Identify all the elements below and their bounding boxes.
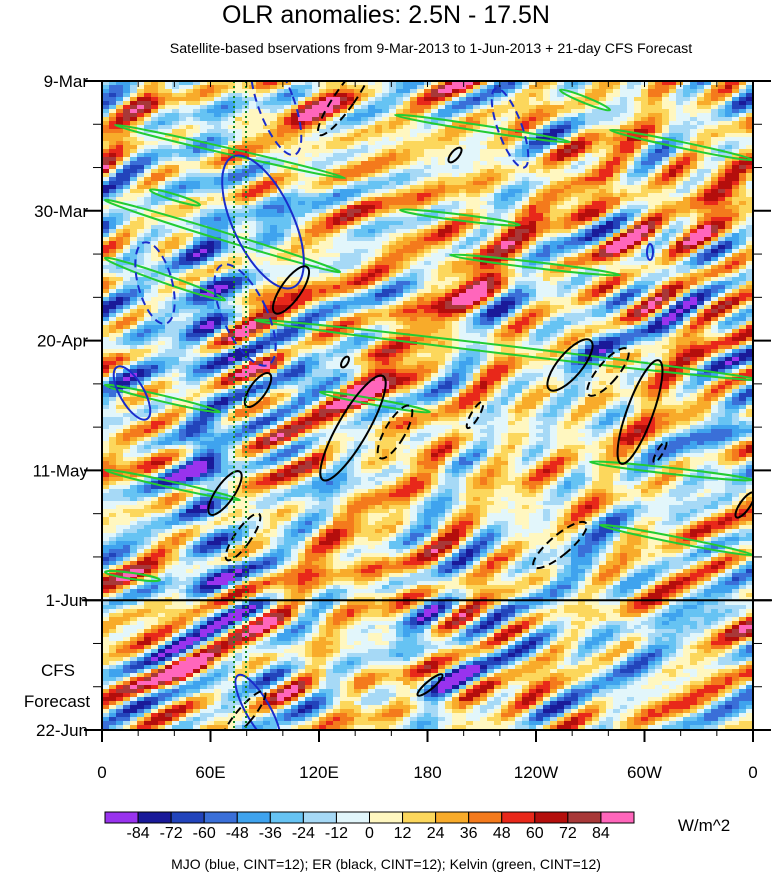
x-tick-label: 0 [97, 763, 106, 782]
colorbar-label: -12 [325, 825, 348, 842]
colorbar-label: 12 [394, 825, 412, 842]
kelvin-contour [148, 188, 202, 207]
x-tick-label: 120W [514, 763, 558, 782]
er-contour [376, 404, 414, 460]
kelvin-contour [558, 88, 612, 112]
y-tick-label: 1-Jun [45, 591, 88, 610]
er-contour [546, 338, 594, 392]
colorbar: -84 -72 -60 -48 -36 -24 -12 0 12 24 36 48 60 72 84 [104, 811, 635, 842]
colorbar-swatch [302, 811, 337, 824]
er-contour [734, 491, 753, 519]
kelvin-contour [393, 113, 572, 144]
colorbar-units: W/m^2 [678, 816, 730, 835]
er-contour [652, 440, 668, 464]
er-contour [319, 374, 387, 482]
x-tick-label: 60W [627, 763, 662, 782]
kelvin-contour [103, 256, 227, 302]
er-contour [271, 265, 311, 315]
colorbar-label: 84 [592, 825, 610, 842]
y-tick-label: 22-Jun [36, 721, 88, 740]
er-contour [221, 689, 267, 730]
colorbar-label: -24 [292, 825, 315, 842]
colorbar-label: 36 [460, 825, 478, 842]
y-tick-label: 20-Apr [37, 332, 88, 351]
colorbar-swatch [104, 811, 139, 824]
er-contour [616, 359, 664, 465]
kelvin-contour [253, 318, 753, 382]
wave-filter-contours [103, 81, 753, 730]
colorbar-swatch [269, 811, 304, 824]
er-contour [586, 347, 630, 397]
er-contour [532, 520, 588, 570]
colorbar-label: 24 [427, 825, 445, 842]
y-tick-label: 11-May [33, 461, 89, 480]
colorbar-label: -36 [259, 825, 282, 842]
y-tick-label: 30-Mar [34, 202, 88, 221]
chart-title: OLR anomalies: 2.5N - 17.5N [222, 1, 550, 29]
y-axis-ticks: 9-Mar 30-Mar 20-Apr 11-May 1-Jun 22-Jun [33, 72, 771, 740]
colorbar-swatch [435, 811, 470, 824]
colorbar-swatch [203, 811, 238, 824]
colorbar-swatch [369, 811, 404, 824]
er-contour [224, 512, 262, 562]
colorbar-label: 48 [493, 825, 511, 842]
colorbar-label: 72 [559, 825, 577, 842]
kelvin-contour [448, 253, 622, 277]
kelvin-contour [103, 468, 242, 502]
colorbar-swatch [534, 811, 569, 824]
er-contour [207, 470, 243, 516]
kelvin-contour [113, 123, 347, 180]
kelvin-contour [103, 383, 222, 414]
colorbar-swatch [137, 811, 172, 824]
kelvin-contour [398, 208, 522, 227]
colorbar-label: -84 [127, 825, 150, 842]
x-tick-label: 0 [748, 763, 757, 782]
forecast-label-line1: CFS [41, 661, 75, 680]
colorbar-swatch [468, 811, 503, 824]
colorbar-swatch [402, 811, 437, 824]
colorbar-swatch [170, 811, 205, 824]
colorbar-label: -60 [193, 825, 216, 842]
mjo-contour [112, 365, 152, 421]
y-tick-label: 9-Mar [44, 72, 89, 91]
forecast-label-line2: Forecast [24, 692, 90, 711]
colorbar-swatch [335, 811, 370, 824]
er-contour [465, 400, 485, 430]
er-contour [340, 355, 350, 369]
chart-subtitle: Satellite-based bservations from 9-Mar-2… [169, 41, 693, 57]
colorbar-swatch [236, 811, 271, 824]
x-axis-ticks: 0 60E 120E 180 120W 60W 0 [97, 80, 758, 782]
mjo-contour [221, 154, 305, 290]
kelvin-contour [318, 390, 432, 414]
kelvin-contour [588, 460, 753, 482]
x-tick-label: 180 [413, 763, 441, 782]
er-contour [447, 146, 463, 164]
colorbar-label: -72 [160, 825, 183, 842]
mjo-contour [134, 241, 176, 325]
mjo-contour [234, 673, 282, 730]
er-contour [416, 673, 444, 697]
mjo-contour [646, 243, 654, 261]
colorbar-label: 60 [526, 825, 544, 842]
mjo-contour [490, 87, 530, 169]
colorbar-label: -48 [226, 825, 249, 842]
kelvin-contour [103, 198, 342, 274]
x-tick-label: 120E [299, 763, 339, 782]
colorbar-swatch [567, 811, 602, 824]
chart-footer: MJO (blue, CINT=12); ER (black, CINT=12)… [171, 856, 601, 872]
mjo-contour [213, 263, 277, 367]
kelvin-contour [103, 570, 162, 582]
colorbar-swatch [600, 811, 635, 824]
colorbar-swatch [501, 811, 536, 824]
x-tick-label: 60E [195, 763, 225, 782]
colorbar-label: 0 [365, 825, 374, 842]
